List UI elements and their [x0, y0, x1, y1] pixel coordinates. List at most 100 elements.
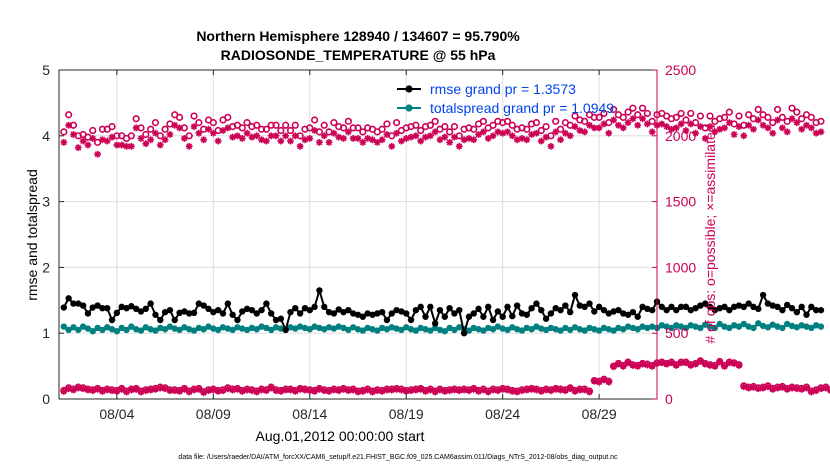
obs-assimilated-point: [422, 387, 429, 395]
rmse-point: [176, 309, 183, 317]
obs-possible-point: [682, 116, 690, 124]
asterisk-stroke: [697, 358, 704, 365]
y-left-tick-label: 2: [42, 259, 50, 275]
obs-possible-point: [359, 128, 367, 136]
asterisk-stroke: [200, 136, 207, 143]
rmse-point: [94, 302, 101, 309]
spread-point: [417, 324, 424, 332]
obs-possible-point: [127, 132, 135, 140]
rmse-point: [70, 300, 77, 307]
rmse-point: [644, 305, 651, 313]
right-y-axis-label: # of obs: o=possible; ×=assimilated: [702, 124, 718, 343]
rmse-point: [436, 306, 444, 314]
spread-point: [104, 324, 111, 331]
obs-possible-point: [629, 104, 637, 112]
asterisk-stroke: [157, 142, 164, 148]
obs-assimilated-point: [60, 138, 68, 146]
spread-point: [600, 324, 608, 332]
obs-possible-point: [754, 105, 762, 114]
asterisk-stroke: [567, 385, 574, 392]
obs-assimilated-point: [629, 115, 637, 123]
obs-assimilated-point: [373, 138, 381, 146]
rmse-point: [378, 308, 386, 316]
obs-possible-point: [277, 126, 285, 135]
spread-point: [152, 327, 159, 334]
asterisk-stroke: [123, 143, 130, 150]
spread-point: [624, 323, 632, 330]
asterisk-stroke: [162, 136, 169, 143]
asterisk-stroke: [745, 385, 752, 392]
obs-assimilated-point: [436, 136, 444, 144]
obs-assimilated-point: [84, 141, 92, 149]
spread-point: [383, 326, 391, 333]
asterisk-stroke: [774, 117, 781, 123]
spread-point: [75, 326, 82, 334]
asterisk-stroke: [229, 387, 236, 394]
spread-point: [205, 323, 212, 330]
obs-assimilated-point: [778, 124, 786, 132]
rmse-point: [817, 306, 825, 314]
obs-assimilated-point: [769, 129, 777, 137]
rmse-point: [104, 304, 111, 312]
asterisk-stroke: [345, 128, 352, 135]
obs-assimilated-point: [156, 141, 164, 149]
obs-assimilated-point: [759, 384, 767, 392]
spread-point: [128, 323, 135, 330]
spread-point: [157, 324, 164, 332]
obs-assimilated-point: [325, 138, 333, 146]
obs-assimilated-point: [176, 124, 183, 132]
asterisk-stroke: [769, 130, 776, 137]
spread-point: [118, 324, 125, 332]
obs-assimilated-point: [817, 128, 825, 136]
asterisk-stroke: [658, 120, 665, 127]
asterisk-stroke: [764, 124, 771, 131]
obs-assimilated-point: [224, 124, 232, 132]
spread-point: [610, 327, 617, 334]
rmse-point: [152, 311, 159, 318]
obs-assimilated-point: [658, 120, 666, 128]
asterisk-stroke: [60, 139, 67, 146]
rmse-point: [595, 303, 603, 311]
obs-assimilated-point: [132, 124, 140, 132]
spread-point: [186, 326, 193, 333]
spread-point: [229, 326, 236, 334]
spread-point: [234, 324, 241, 331]
asterisk-stroke: [518, 135, 525, 142]
y-right-tick-label: 1000: [665, 259, 696, 275]
rmse-point: [248, 306, 256, 314]
obs-assimilated-point: [320, 132, 328, 140]
asterisk-stroke: [567, 132, 574, 139]
asterisk-stroke: [258, 387, 265, 394]
obs-possible-point: [262, 125, 270, 133]
asterisk-stroke: [297, 386, 304, 393]
rmse-point: [132, 305, 140, 313]
spread-point: [480, 327, 487, 334]
rmse-point: [79, 302, 87, 309]
spread-point: [393, 325, 400, 332]
legend: rmse grand pr = 1.3573 totalspread grand…: [397, 81, 614, 116]
spread-point: [243, 326, 251, 334]
asterisk-stroke: [128, 143, 135, 150]
x-tick-label: 08/14: [292, 406, 327, 422]
asterisk-stroke: [504, 387, 511, 394]
asterisk-stroke: [224, 124, 231, 131]
obs-assimilated-point: [306, 135, 314, 142]
asterisk-stroke: [562, 130, 569, 137]
obs-assimilated-point: [663, 123, 671, 130]
obs-possible-point: [132, 115, 140, 123]
obs-assimilated-point: [402, 387, 410, 395]
asterisk-stroke: [552, 128, 559, 135]
obs-assimilated-point: [248, 133, 256, 141]
asterisk-stroke: [379, 136, 386, 143]
obs-possible-point: [412, 121, 420, 129]
asterisk-stroke: [432, 128, 439, 135]
spread-point: [798, 322, 805, 329]
spread-point: [99, 326, 106, 334]
spread-point: [542, 326, 550, 334]
rmse-point: [359, 313, 367, 320]
spread-point: [60, 323, 68, 330]
obs-assimilated-point: [267, 384, 275, 392]
obs-possible-point: [634, 111, 642, 119]
obs-possible-point: [638, 104, 647, 112]
asterisk-stroke: [441, 388, 448, 395]
